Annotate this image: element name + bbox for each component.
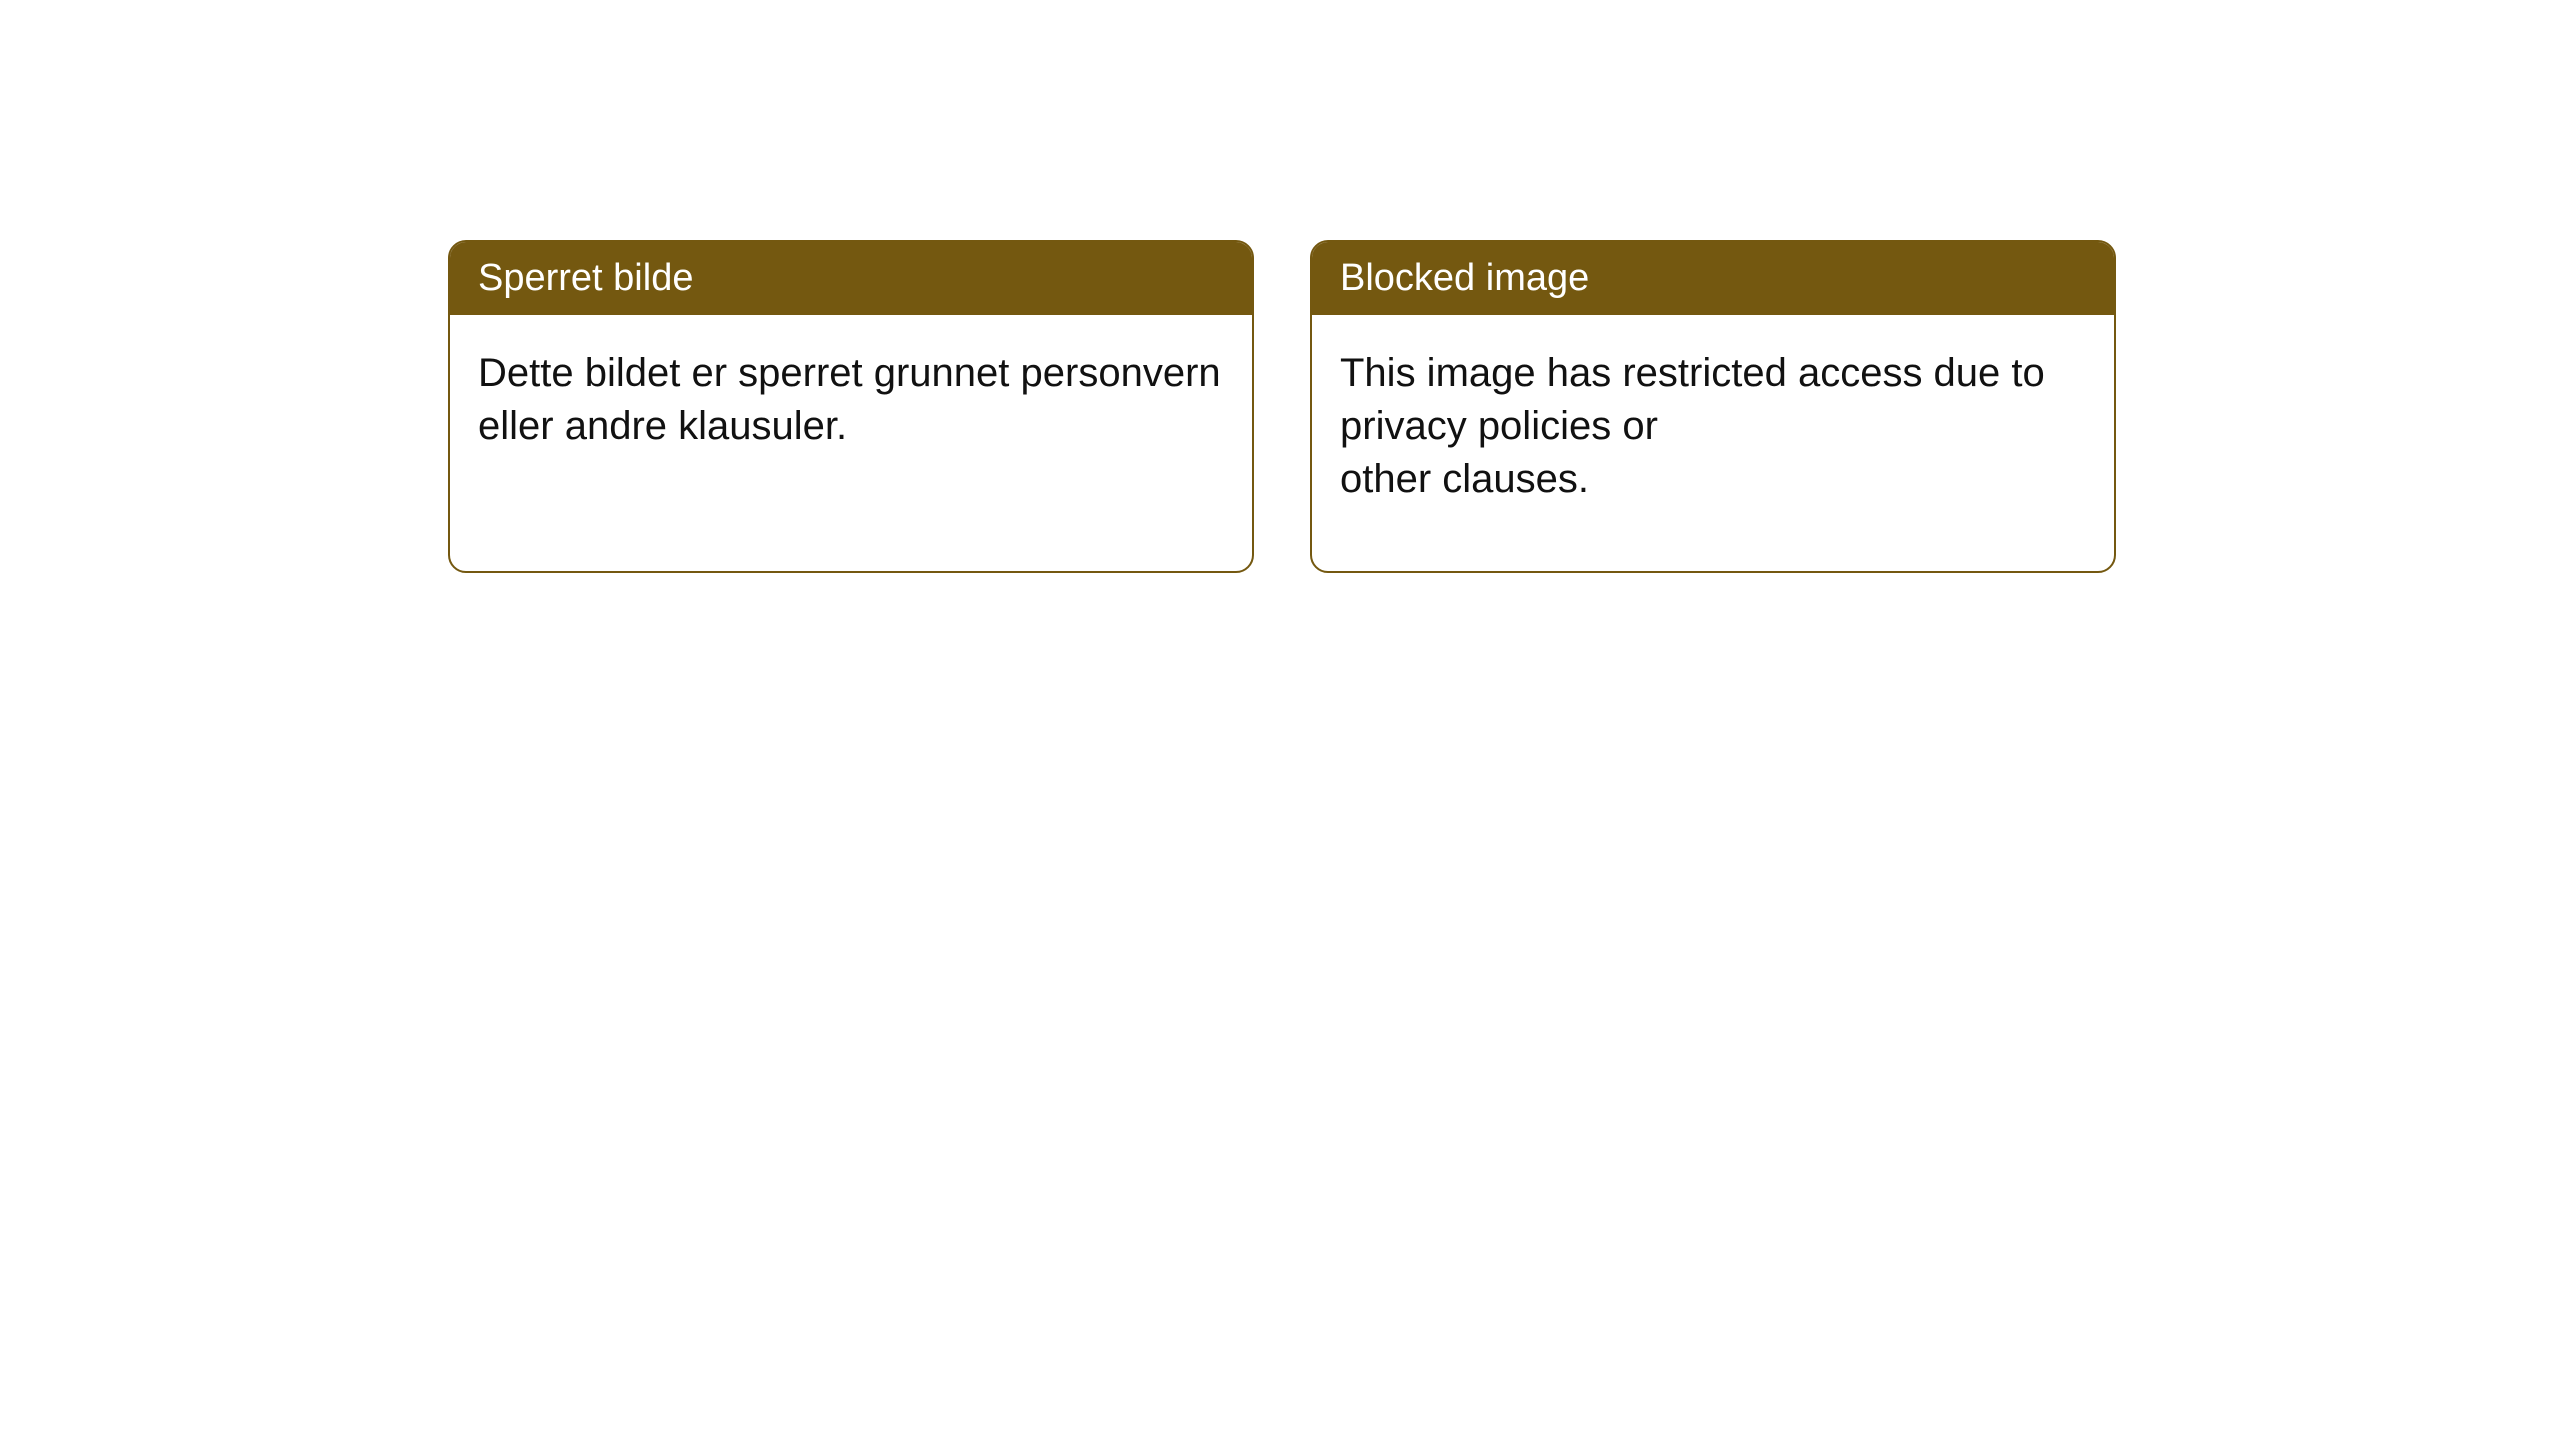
notice-title-norwegian: Sperret bilde bbox=[450, 242, 1252, 315]
notice-container: Sperret bilde Dette bildet er sperret gr… bbox=[0, 0, 2560, 573]
notice-body-norwegian: Dette bildet er sperret grunnet personve… bbox=[450, 315, 1252, 571]
notice-title-english: Blocked image bbox=[1312, 242, 2114, 315]
notice-body-english: This image has restricted access due to … bbox=[1312, 315, 2114, 571]
notice-card-english: Blocked image This image has restricted … bbox=[1310, 240, 2116, 573]
notice-card-norwegian: Sperret bilde Dette bildet er sperret gr… bbox=[448, 240, 1254, 573]
